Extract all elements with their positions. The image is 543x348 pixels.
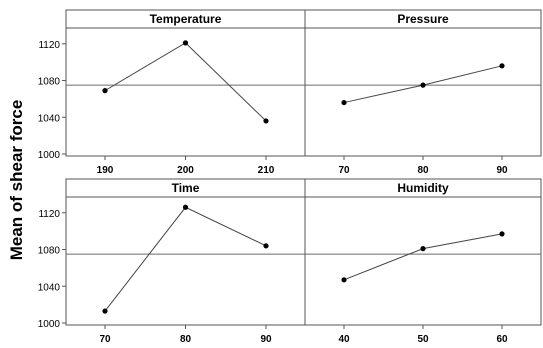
data-point [499,231,505,237]
data-point [102,88,108,94]
x-tick-label: 80 [417,165,429,176]
data-point [102,308,108,314]
panel-frame [65,196,306,326]
y-tick-label: 1040 [38,113,61,124]
x-tick-label: 190 [97,165,114,176]
x-tick-label: 70 [99,334,111,343]
series-line [343,233,503,281]
panel-title: Pressure [397,12,449,26]
series-line [104,206,267,312]
x-tick-label: 80 [180,334,192,343]
panel-title: Humidity [397,181,449,195]
panel-time: Time 1000 1040 1080 1120 70 80 90 [38,178,306,345]
data-point [341,277,347,283]
data-point [182,204,189,210]
x-tick-label: 40 [338,334,350,343]
series-line [104,42,267,122]
panel-temperature: Temperature 1000 1040 1080 1120 190 200 210 [38,9,306,176]
x-tick-label: 90 [260,334,272,343]
x-tick-label: 50 [417,334,429,343]
y-tick-label: 1120 [38,209,60,220]
panel-title: Time [172,181,200,195]
data-point [182,40,189,46]
panel-frame [304,196,542,326]
data-point [420,82,426,88]
y-tick-label: 1080 [38,246,61,257]
panel-humidity: Humidity 40 50 60 [304,178,542,345]
y-tick-label: 1080 [38,77,61,88]
panel-title: Temperature [150,12,222,26]
data-point [420,246,426,252]
x-tick-label: 70 [338,165,350,176]
x-tick-label: 210 [258,165,275,176]
y-tick-label: 1120 [38,40,60,51]
x-tick-label: 60 [496,334,508,343]
data-point [341,99,347,106]
y-tick-label: 1040 [38,282,61,293]
panel-pressure: Pressure 70 80 90 [304,9,542,176]
data-point [263,118,269,124]
y-tick-label: 1000 [38,319,61,330]
y-axis-label: Mean of shear force [7,100,26,261]
data-point [263,243,269,249]
panel-frame [65,27,306,157]
x-tick-label: 200 [177,165,194,176]
y-tick-label: 1000 [38,150,61,161]
data-point [499,63,505,69]
panel-frame [304,27,542,157]
x-tick-label: 90 [496,165,508,176]
